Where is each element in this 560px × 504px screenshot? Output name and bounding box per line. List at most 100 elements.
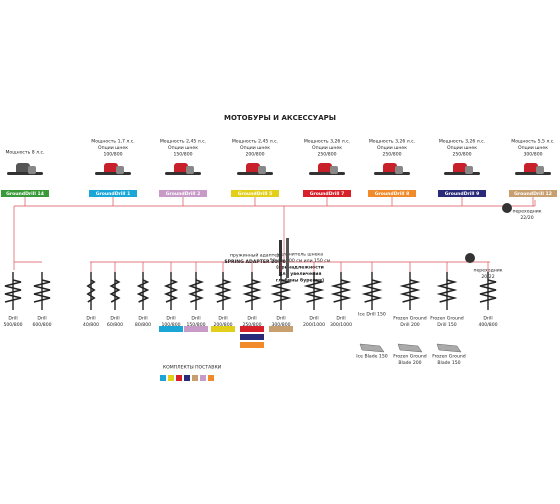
label: Мощность 1,7 л.с. [91,139,134,145]
label: Мощность 2,45 л.с. [232,139,278,145]
label: 100/800 [103,152,122,158]
label: Drill [8,316,17,322]
spring-adapter [279,240,282,276]
label: 600/800 [32,322,51,328]
label: 200/800 [213,322,232,328]
model-name: GroundDrill 7 [310,191,345,197]
auger-flight [270,279,292,303]
label: Drill [336,316,345,322]
auger-flight [109,279,121,303]
label: Drill [110,316,119,322]
extension [286,238,289,278]
auger-flight [436,279,458,303]
model-name: GroundDrill 1 [96,191,131,197]
model-name: GroundDrill 8 [375,191,410,197]
label: Frozen Ground [432,354,465,360]
label: Drill 150 [437,322,457,328]
label: Drill [191,316,200,322]
model-name: GroundDrill 14 [6,191,44,197]
label: переходник [512,210,541,215]
kit-chip [240,326,264,332]
label: Опции шнек [312,145,342,151]
tank [28,166,36,174]
label: Мощность 5,5 л.с. [511,139,554,145]
label: 50 см, 100 см или 150 см [270,258,331,264]
title: МОТОБУРЫ И АКСЕССУАРЫ [224,114,336,122]
kit-chip [240,342,264,348]
auger-flight [33,279,51,303]
label: Drill [218,316,227,322]
label: 500/800 [3,322,22,328]
model-box [509,190,557,197]
auger-flight [361,279,383,303]
legend-chip [168,375,174,381]
label: пружинный адаптер [230,252,280,259]
handle [309,172,345,175]
label: Drill [483,316,492,322]
label: 22/20 [520,215,533,221]
adapter-22-20 [502,203,512,213]
label: 250/800 [317,152,336,158]
label: Опции шнек [377,145,407,151]
label: удлинитель шнека [277,253,323,258]
label: Drill [37,316,46,322]
model-box [1,190,49,197]
model-box [368,190,416,197]
kit-chip [184,326,208,332]
label: 100/800 [161,322,180,328]
model-box [438,190,486,197]
tank [116,166,124,174]
label: для увеличения [279,272,322,277]
label: 200/1000 [303,322,325,328]
model-name: GroundDrill 2 [166,191,201,197]
label: Drill [86,316,95,322]
label: Мощность 3,26 л.с. [304,139,350,145]
adapter-20-22 [465,253,475,263]
kit-chip [159,326,183,332]
handle [444,172,480,175]
auger-flight [303,279,325,303]
label: Ice Drill 150 [358,312,386,318]
label: 400/800 [478,322,497,328]
legend-chip [192,375,198,381]
tank [395,166,403,174]
kit-chip [269,326,293,332]
model-box [231,190,279,197]
handle [515,172,551,175]
model-name: GroundDrill 12 [514,191,552,197]
tank [330,166,338,174]
tank [536,166,544,174]
auger-flight [479,279,497,303]
label: Drill 200 [400,322,420,328]
auger-flight [136,279,150,303]
tank [465,166,473,174]
model-box [89,190,137,197]
label: 60/800 [107,322,123,328]
label: Drill [166,316,175,322]
label: Blade 200 [398,360,421,366]
label: SPRING ADAPTER 20/20 [224,259,285,265]
label: 250/800 [382,152,401,158]
label: Drill [276,316,285,322]
label: Drill [138,316,147,322]
label: Опции шнек [518,145,548,151]
kit-chip [211,326,235,332]
auger-flight [399,279,421,303]
auger-flight [86,279,96,303]
label: 250/800 [242,322,261,328]
label: 80/800 [135,322,151,328]
label: Мощность 3,26 л.с. [369,139,415,145]
auger-flight [4,279,22,303]
label: Опции шнек [240,145,270,151]
tank [258,166,266,174]
blade [359,343,385,353]
model-box [159,190,207,197]
handle [374,172,410,175]
label: 150/800 [186,322,205,328]
label: Мощность 2,45 л.с. [160,139,206,145]
model-name: GroundDrill 5 [238,191,273,197]
auger-flight [242,279,262,303]
model-name: GroundDrill 9 [445,191,480,197]
auger-flight [330,279,352,303]
